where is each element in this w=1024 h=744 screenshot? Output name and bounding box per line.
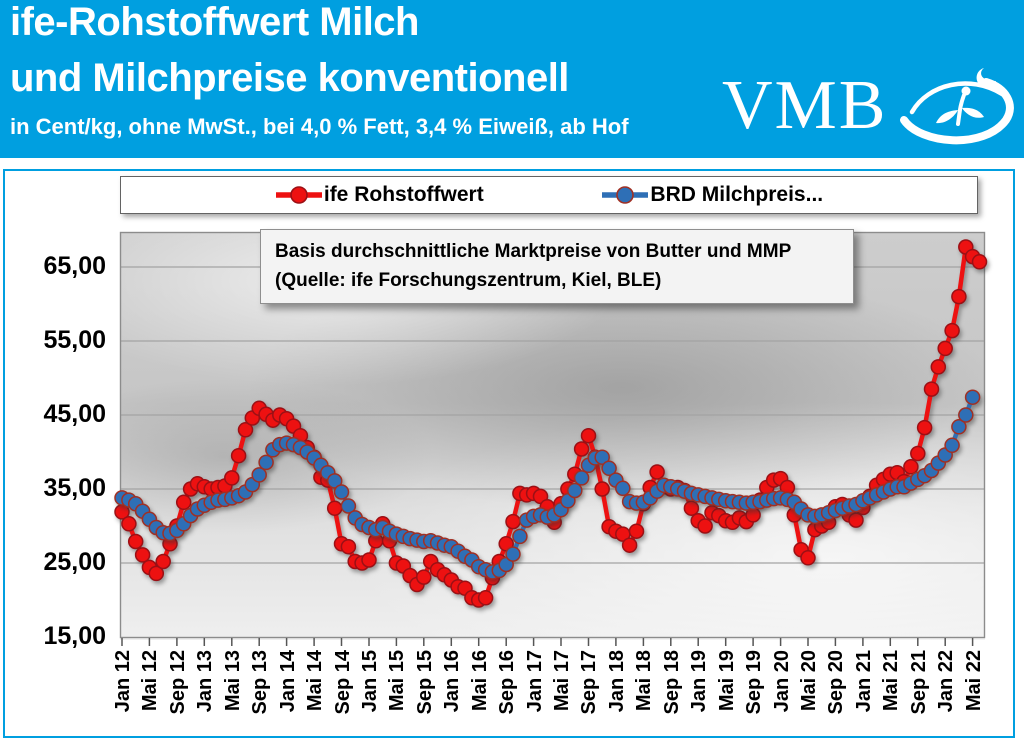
x-axis-label: Sep 16 <box>496 650 519 715</box>
legend-label-ife-rohstoffwert: ife Rohstoffwert <box>323 183 484 206</box>
chart-legend: ife Rohstoffwert BRD Milchpreis... <box>120 176 978 214</box>
x-axis-label: Jan 15 <box>358 650 381 713</box>
y-axis-label: 15,00 <box>43 622 106 650</box>
x-axis-label: Mai 22 <box>962 650 985 712</box>
x-axis-label: Jan 17 <box>523 650 546 713</box>
x-axis-label: Mai 16 <box>468 650 491 712</box>
blue-series <box>114 389 981 580</box>
vmb-logo-text: VMB <box>722 67 888 144</box>
legend-entry-brd-milchpreis: BRD Milchpreis... <box>601 183 823 207</box>
x-axis-label: Jan 12 <box>112 650 134 713</box>
x-axis-label: Jan 18 <box>605 650 628 713</box>
x-axis-label: Sep 13 <box>249 650 272 715</box>
page-subtitle: in Cent/kg, ohne MwSt., bei 4,0 % Fett, … <box>10 114 629 139</box>
x-axis-label: Jan 14 <box>276 650 299 713</box>
x-axis-label: Sep 15 <box>413 650 436 715</box>
red-series-marker-icon <box>275 186 322 204</box>
x-axis-label: Mai 12 <box>139 650 162 712</box>
legend-entry-ife-rohstoffwert: ife Rohstoffwert <box>275 183 484 207</box>
vmb-swoosh-icon <box>900 68 1014 145</box>
x-axis-label: Mai 20 <box>798 650 820 712</box>
x-axis-label: Jan 21 <box>852 650 875 713</box>
y-axis-label: 45,00 <box>43 400 106 428</box>
x-axis-label: Sep 17 <box>578 650 601 715</box>
y-axis-label: 55,00 <box>43 326 106 354</box>
legend-label-brd-milchpreis: BRD Milchpreis... <box>650 183 824 206</box>
x-axis-label: Sep 20 <box>825 650 848 715</box>
x-axis-label: Mai 17 <box>551 650 574 712</box>
header-banner: ife-Rohstoffwert Milch und Milchpreise k… <box>0 0 1024 158</box>
x-axis-label: Sep 12 <box>166 650 189 715</box>
x-axis-label: Jan 19 <box>688 650 711 713</box>
annotation-box: Basis durchschnittliche Marktpreise von … <box>260 229 854 304</box>
x-axis-label: Mai 14 <box>304 650 327 712</box>
x-axis-label: Mai 15 <box>386 650 409 712</box>
x-axis-label: Mai 21 <box>880 650 903 712</box>
x-axis-label: Jan 20 <box>770 650 793 713</box>
x-axis-label: Mai 18 <box>633 650 656 712</box>
y-axis-label: 25,00 <box>43 548 106 576</box>
vmb-logo: VMB <box>716 62 1016 154</box>
x-axis-label: Mai 19 <box>715 650 738 712</box>
x-axis-label: Jan 16 <box>441 650 464 713</box>
blue-series-marker-icon <box>602 186 649 204</box>
chart-plot <box>114 231 988 646</box>
x-axis-label: Sep 21 <box>907 650 930 715</box>
page-title-line2: und Milchpreise konventionell <box>10 56 569 100</box>
x-axis-label: Jan 13 <box>194 650 217 713</box>
y-axis-label: 65,00 <box>43 252 106 280</box>
annotation-line1: Basis durchschnittliche Marktpreise von … <box>275 241 792 262</box>
x-axis-label: Jan 22 <box>935 650 958 713</box>
x-axis-label: Sep 18 <box>660 650 683 715</box>
y-axis-label: 35,00 <box>43 474 106 502</box>
page-title-line1: ife-Rohstoffwert Milch <box>10 0 419 44</box>
annotation-line2: (Quelle: ife Forschungszentrum, Kiel, BL… <box>275 269 662 291</box>
x-axis-label: Sep 19 <box>743 650 766 715</box>
x-axis-label: Sep 14 <box>331 650 354 715</box>
x-axis-label: Mai 13 <box>221 650 244 712</box>
